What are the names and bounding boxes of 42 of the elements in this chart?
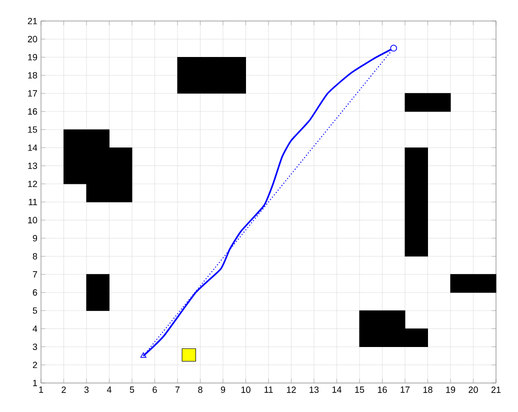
y-tick-label: 4 [32,326,38,332]
y-tick-label: 17 [28,90,38,96]
y-tick-label: 11 [28,198,38,206]
x-tick-label: 16 [378,386,387,393]
x-tick-label: 9 [220,386,226,393]
x-tick-label: 7 [175,386,180,393]
y-tick-label: 14 [28,144,38,151]
x-tick-label: 14 [332,386,342,393]
x-tick-label: 3 [84,386,89,393]
y-tick-label: 9 [32,235,38,242]
y-tick-label: 6 [32,289,38,296]
x-tick-label: 6 [152,386,157,393]
x-tick-label: 13 [310,386,319,393]
y-tick-label: 13 [28,162,38,169]
y-tick-label: 19 [28,54,38,60]
y-tick-label: 10 [28,216,38,224]
y-tick-label: 16 [28,108,38,115]
x-tick-label: 1 [39,386,44,393]
y-tick-label: 21 [28,18,38,24]
x-tick-label: 20 [468,386,478,393]
y-tick-label: 12 [28,180,38,188]
y-tick-label: 7 [32,271,38,278]
y-tick-label: 1 [33,380,38,386]
x-tick-label: 21 [491,386,501,393]
x-tick-label: 5 [130,386,134,393]
x-tick-label: 15 [355,386,364,393]
x-tick-label: 2 [62,386,66,393]
y-tick-label: 20 [28,36,38,42]
x-tick-label: 4 [106,386,112,393]
y-tick-label: 2 [32,362,38,368]
x-tick-label: 11 [264,386,273,393]
x-tick-label: 8 [198,386,202,393]
x-tick-label: 18 [423,386,432,393]
x-tick-label: 12 [286,386,296,393]
y-tick-label: 18 [28,72,38,78]
y-tick-label: 3 [32,344,38,350]
x-tick-label: 19 [446,386,456,393]
y-tick-label: 5 [32,307,38,314]
x-tick-label: 10 [241,386,250,393]
y-tick-label: 8 [32,253,38,260]
x-tick-label: 17 [400,386,410,393]
y-tick-label: 15 [28,126,38,133]
